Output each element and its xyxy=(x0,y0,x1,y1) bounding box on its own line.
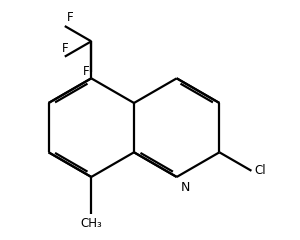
Text: CH₃: CH₃ xyxy=(80,217,102,230)
Text: F: F xyxy=(83,66,89,78)
Text: F: F xyxy=(67,11,74,24)
Text: F: F xyxy=(61,42,68,55)
Text: Cl: Cl xyxy=(254,164,266,177)
Text: N: N xyxy=(181,181,190,194)
